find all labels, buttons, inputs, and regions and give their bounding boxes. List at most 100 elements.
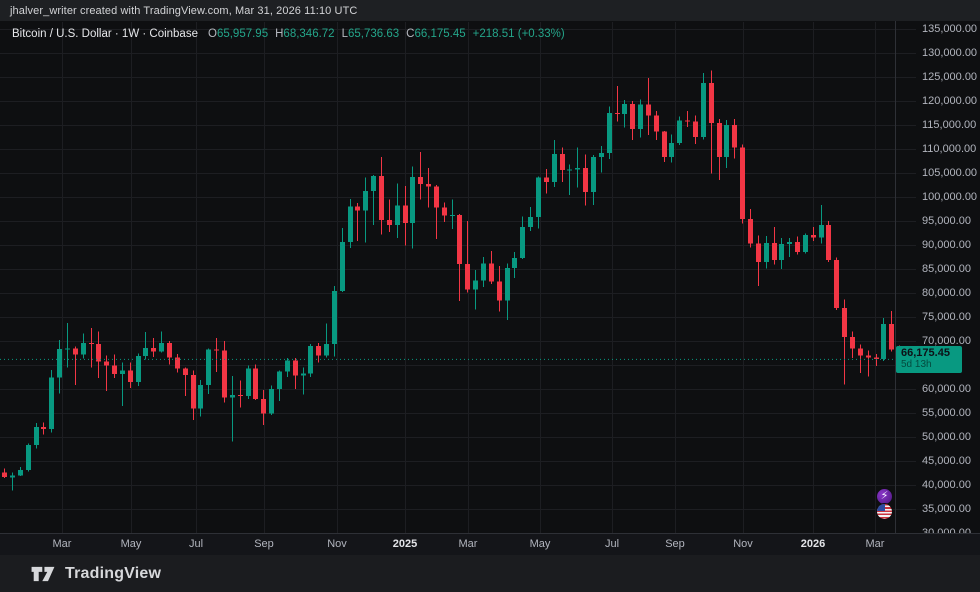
candle (426, 168, 431, 208)
candle (49, 369, 54, 433)
last-price-badge: 66,175.45 5d 13h (896, 346, 962, 374)
candle (277, 370, 282, 402)
candle (819, 205, 824, 244)
price-axis-label: 100,000.00 (922, 191, 978, 203)
candlestick-chart[interactable] (0, 21, 980, 555)
candle (693, 115, 698, 145)
candle (630, 101, 635, 140)
candle (285, 357, 290, 378)
candle (332, 285, 337, 357)
candle (222, 341, 227, 403)
candle (575, 147, 580, 188)
chart-pane[interactable]: Bitcoin / U.S. Dollar · 1W · Coinbase O6… (0, 21, 980, 555)
candle (104, 355, 109, 391)
candle (230, 376, 235, 442)
candle (41, 422, 46, 435)
candle (371, 174, 376, 225)
candle (583, 154, 588, 206)
candle (811, 226, 816, 242)
candle (481, 257, 486, 287)
candle (638, 99, 643, 138)
symbol-legend[interactable]: Bitcoin / U.S. Dollar · 1W · Coinbase O6… (12, 28, 565, 40)
candle (450, 199, 455, 230)
candle (528, 207, 533, 232)
price-axis-label: 35,000.00 (922, 503, 971, 515)
candle (403, 185, 408, 246)
candle (567, 164, 572, 196)
candle (261, 389, 266, 426)
pair-logos: ⚡ (876, 488, 893, 520)
price-axis-label: 125,000.00 (922, 71, 978, 83)
candle (520, 216, 525, 259)
candle (607, 106, 612, 160)
candle (143, 331, 148, 360)
candle (756, 235, 761, 286)
candle (772, 227, 777, 265)
candle (701, 73, 706, 140)
candle (669, 134, 674, 163)
time-axis-month-label: Nov (327, 538, 347, 550)
time-axis-month-label: Sep (254, 538, 274, 550)
candle (615, 86, 620, 122)
candle (175, 353, 180, 373)
candle (355, 203, 360, 242)
candle (2, 468, 7, 478)
candle (308, 343, 313, 378)
price-axis-label: 80,000.00 (922, 287, 971, 299)
legend-change: +218.51 (+0.33%) (472, 28, 565, 40)
time-axis[interactable]: Mar May Jul Sep Nov 2025 Mar May Jul Sep Nov 2026 Ma… (0, 533, 980, 555)
candle (293, 357, 298, 390)
time-axis-year-label: 2025 (392, 538, 418, 550)
candle (238, 380, 243, 408)
price-axis-label: 115,000.00 (922, 119, 977, 131)
candle (536, 176, 541, 229)
candle (379, 157, 384, 235)
candle (489, 250, 494, 284)
time-axis-month-label: Mar (865, 538, 885, 550)
time-axis-month-label: Jul (604, 538, 620, 550)
candle (348, 198, 353, 248)
candle (363, 177, 368, 243)
price-axis-label: 130,000.00 (922, 47, 978, 59)
candle (654, 111, 659, 140)
price-axis-label: 45,000.00 (922, 455, 971, 467)
candle (889, 310, 894, 352)
candle (57, 340, 62, 394)
candle (646, 77, 651, 136)
candle (316, 342, 321, 363)
candle (418, 151, 423, 200)
price-axis-label: 60,000.00 (922, 383, 971, 395)
candle (246, 365, 251, 400)
price-axis-label: 105,000.00 (922, 167, 978, 179)
candle (803, 233, 808, 254)
us-flag-canton (877, 504, 885, 511)
price-axis-label: 135,000.00 (922, 23, 978, 35)
candle (206, 348, 211, 394)
symbol-title[interactable]: Bitcoin / U.S. Dollar · 1W · Coinbase (12, 28, 198, 40)
time-axis-month-label: Jul (188, 538, 204, 550)
candle (779, 237, 784, 270)
price-axis-label: 50,000.00 (922, 431, 971, 443)
attribution-text: jhalver_writer created with TradingView.… (10, 4, 358, 17)
candle (191, 370, 196, 421)
candle (622, 100, 627, 128)
candles-series (2, 70, 910, 491)
price-axis-label: 75,000.00 (922, 311, 971, 323)
candle (457, 213, 462, 302)
candle (505, 263, 510, 320)
candle (340, 228, 345, 293)
candle (324, 323, 329, 358)
candle (677, 116, 682, 146)
candle (167, 341, 172, 365)
candle (387, 199, 392, 233)
price-axis-border (895, 21, 896, 555)
tradingview-wordmark[interactable]: TradingView (65, 564, 162, 582)
price-axis-label: 40,000.00 (922, 479, 971, 491)
tradingview-logo-icon[interactable] (30, 564, 56, 584)
price-axis[interactable]: 135,000.00 130,000.00 125,000.00 120,000.00… (895, 21, 980, 539)
price-axis-label: 120,000.00 (922, 95, 978, 107)
candle (795, 236, 800, 255)
candle (442, 202, 447, 222)
price-axis-label: 85,000.00 (922, 263, 971, 275)
candle (858, 344, 863, 374)
